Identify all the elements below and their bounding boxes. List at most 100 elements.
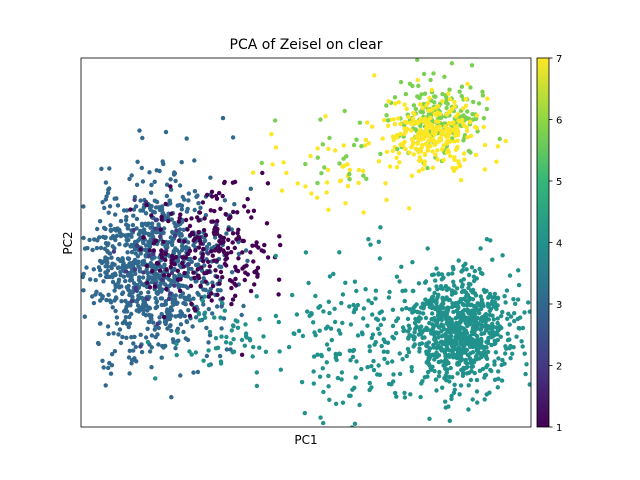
scatter-point xyxy=(169,258,174,263)
scatter-point xyxy=(135,261,140,267)
scatter-point xyxy=(153,218,159,223)
scatter-point xyxy=(175,277,181,282)
scatter-point xyxy=(452,104,457,109)
scatter-point xyxy=(369,300,374,306)
scatter-point xyxy=(211,258,217,263)
scatter-point xyxy=(345,183,351,189)
scatter-point xyxy=(466,281,472,287)
scatter-point xyxy=(175,330,180,335)
scatter-point xyxy=(486,335,491,341)
scatter-point xyxy=(420,110,425,115)
scatter-point xyxy=(453,337,459,343)
scatter-point xyxy=(471,99,476,105)
scatter-point xyxy=(140,135,145,141)
scatter-point xyxy=(231,337,236,342)
scatter-point xyxy=(527,382,531,387)
scatter-point xyxy=(447,87,452,92)
scatter-point xyxy=(232,245,237,251)
scatter-point xyxy=(473,152,479,158)
scatter-point xyxy=(444,308,449,313)
scatter-point xyxy=(189,301,194,306)
scatter-point xyxy=(201,358,206,363)
scatter-point xyxy=(339,300,344,306)
scatter-point xyxy=(517,326,522,331)
scatter-point xyxy=(99,166,104,171)
scatter-point xyxy=(212,315,217,320)
scatter-point xyxy=(146,253,152,259)
scatter-point xyxy=(503,351,508,356)
scatter-point xyxy=(465,321,471,326)
scatter-point xyxy=(290,292,295,298)
scatter-point xyxy=(194,194,199,199)
scatter-point xyxy=(412,320,418,326)
scatter-point xyxy=(404,305,409,311)
scatter-point xyxy=(254,383,260,389)
scatter-point xyxy=(133,204,139,209)
scatter-point xyxy=(181,329,186,335)
scatter-point xyxy=(141,240,146,246)
scatter-point xyxy=(124,264,129,269)
scatter-point xyxy=(195,290,200,296)
scatter-point xyxy=(394,165,400,170)
scatter-point xyxy=(392,95,398,100)
scatter-point xyxy=(495,144,501,149)
scatter-point xyxy=(130,289,135,294)
scatter-point xyxy=(416,131,421,136)
scatter-point xyxy=(347,304,352,309)
scatter-point xyxy=(510,351,515,356)
scatter-point xyxy=(426,112,432,117)
scatter-point xyxy=(430,106,435,112)
scatter-point xyxy=(291,331,296,336)
scatter-point xyxy=(385,118,391,123)
scatter-point xyxy=(464,128,470,133)
scatter-point xyxy=(106,331,111,337)
scatter-point xyxy=(148,225,153,230)
scatter-point xyxy=(444,112,450,117)
scatter-point xyxy=(149,221,155,226)
scatter-point xyxy=(149,333,155,338)
scatter-point xyxy=(284,170,289,176)
scatter-point xyxy=(469,288,474,293)
scatter-point xyxy=(233,293,238,298)
scatter-point xyxy=(441,143,446,148)
scatter-point xyxy=(426,355,431,360)
scatter-point xyxy=(462,157,467,162)
scatter-point xyxy=(196,245,202,250)
scatter-point xyxy=(438,340,443,345)
scatter-point xyxy=(235,268,241,274)
scatter-point xyxy=(445,334,450,340)
scatter-point xyxy=(151,248,156,253)
scatter-point xyxy=(520,344,525,349)
scatter-point xyxy=(158,234,163,239)
scatter-point xyxy=(263,349,269,354)
scatter-point xyxy=(415,94,420,99)
scatter-point xyxy=(378,322,383,328)
colorbar-tick-label: 4 xyxy=(556,239,562,250)
scatter-point xyxy=(375,372,380,377)
scatter-point xyxy=(484,237,490,242)
scatter-point xyxy=(200,200,206,205)
scatter-point xyxy=(178,212,183,217)
scatter-point xyxy=(105,256,110,261)
scatter-point xyxy=(409,368,414,374)
scatter-point xyxy=(463,290,469,295)
scatter-point xyxy=(459,84,465,89)
scatter-point xyxy=(217,281,222,286)
scatter-point xyxy=(486,317,491,322)
scatter-point xyxy=(497,324,503,329)
scatter-point xyxy=(348,322,354,327)
scatter-point xyxy=(315,352,320,357)
scatter-point xyxy=(495,320,500,326)
scatter-point xyxy=(130,358,135,363)
scatter-point xyxy=(109,236,114,241)
colorbar-tick-label: 1 xyxy=(556,423,562,434)
scatter-point xyxy=(492,377,498,382)
scatter-point xyxy=(522,351,527,356)
scatter-point xyxy=(239,312,244,318)
scatter-point xyxy=(386,295,392,300)
scatter-point xyxy=(260,170,265,176)
scatter-point xyxy=(235,230,240,236)
scatter-point xyxy=(193,279,198,284)
scatter-point xyxy=(123,243,128,248)
